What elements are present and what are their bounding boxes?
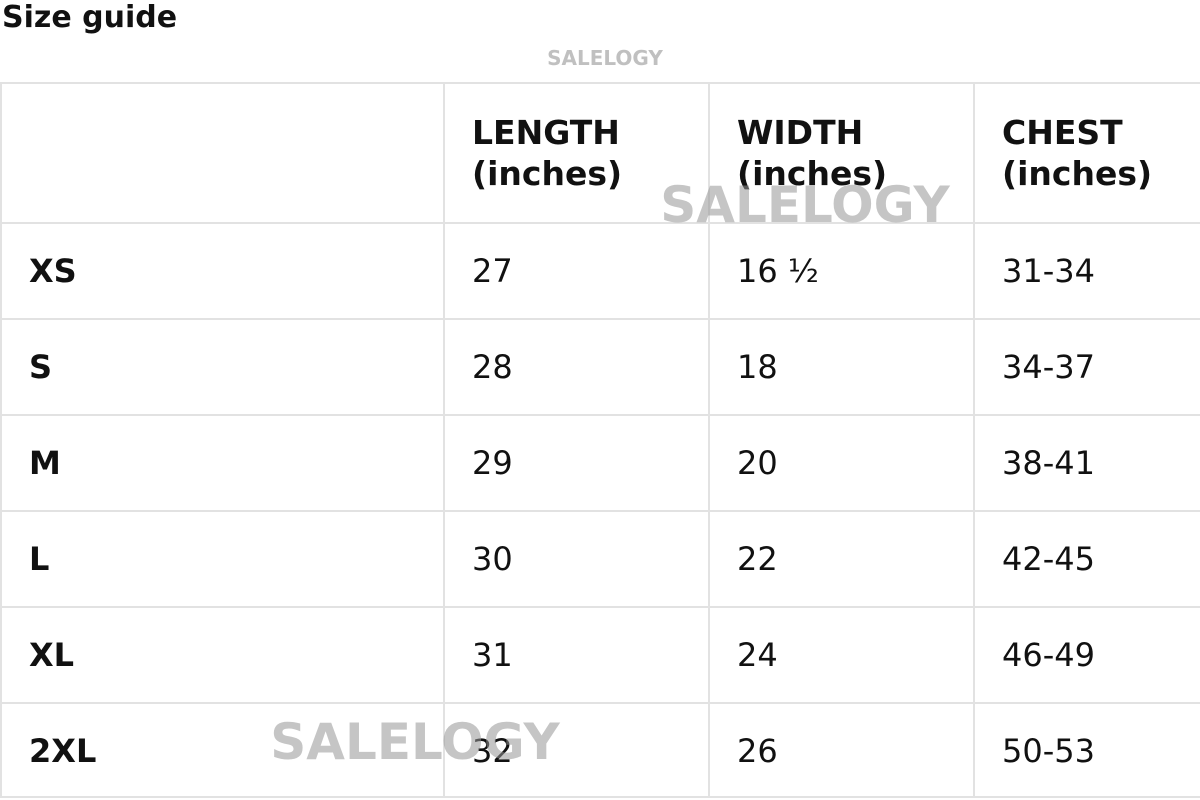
measurement: 18 (708, 318, 973, 414)
column-header: CHEST (inches) (973, 82, 1200, 222)
measurement: 16 ½ (708, 222, 973, 318)
size-label: XS (0, 222, 443, 318)
measurement: 26 (708, 702, 973, 798)
measurement: 38-41 (973, 414, 1200, 510)
measurement: 28 (443, 318, 708, 414)
measurement: 46-49 (973, 606, 1200, 702)
page-title: Size guide (2, 0, 178, 35)
measurement: 22 (708, 510, 973, 606)
size-table: LENGTH (inches) WIDTH (inches) CHEST (inch… (0, 82, 1200, 798)
size-label: L (0, 510, 443, 606)
watermark: SALELOGY (270, 713, 560, 771)
column-header: WIDTH (inches) (708, 82, 973, 222)
measurement: 29 (443, 414, 708, 510)
header-cell (0, 82, 443, 222)
measurement: 50-53 (973, 702, 1200, 798)
measurement: 42-45 (973, 510, 1200, 606)
size-label: M (0, 414, 443, 510)
measurement: 31 (443, 606, 708, 702)
watermark: SALELOGY (660, 176, 950, 234)
size-label: XL (0, 606, 443, 702)
measurement: 20 (708, 414, 973, 510)
measurement: 24 (708, 606, 973, 702)
measurement: 27 (443, 222, 708, 318)
measurement: 34-37 (973, 318, 1200, 414)
watermark: SALELOGY (547, 46, 663, 70)
size-label: S (0, 318, 443, 414)
measurement: 31-34 (973, 222, 1200, 318)
column-header: LENGTH (inches) (443, 82, 708, 222)
size-label: 2XL (0, 702, 443, 798)
table-border (0, 796, 1200, 798)
measurement: 32 (443, 702, 708, 798)
measurement: 30 (443, 510, 708, 606)
